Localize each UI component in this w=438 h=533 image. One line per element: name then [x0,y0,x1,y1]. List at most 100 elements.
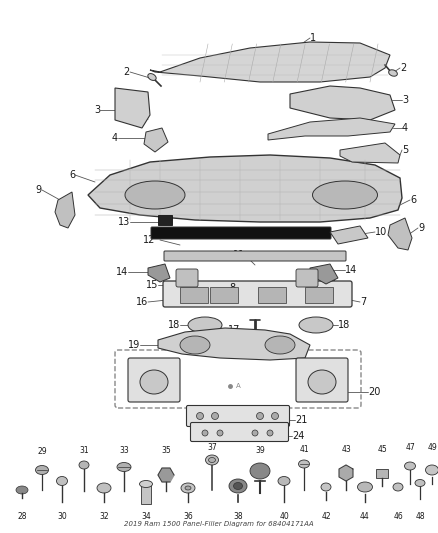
Ellipse shape [357,482,372,492]
Ellipse shape [125,181,185,209]
Ellipse shape [140,370,168,394]
Ellipse shape [267,430,273,436]
Text: 1: 1 [310,33,316,43]
Ellipse shape [252,430,258,436]
Bar [376,469,388,478]
Text: 14: 14 [345,265,357,275]
Ellipse shape [217,430,223,436]
FancyBboxPatch shape [296,269,318,287]
Text: 15: 15 [325,280,337,290]
Polygon shape [388,218,412,250]
Text: 19: 19 [128,340,140,350]
FancyBboxPatch shape [296,358,348,402]
Polygon shape [150,42,390,82]
Ellipse shape [212,413,219,419]
Text: 8: 8 [229,283,235,293]
Ellipse shape [308,370,336,394]
Bar [141,484,151,504]
Text: 33: 33 [119,446,129,455]
Text: 3: 3 [402,95,408,105]
Ellipse shape [202,430,208,436]
FancyBboxPatch shape [128,358,180,402]
Ellipse shape [35,465,49,474]
Text: 18: 18 [338,320,350,330]
Bar [180,287,208,303]
Ellipse shape [272,413,279,419]
Polygon shape [148,264,170,282]
Bar [305,287,333,303]
Text: 14: 14 [116,267,128,277]
Text: 7: 7 [360,297,366,307]
Text: 15: 15 [145,280,158,290]
Ellipse shape [229,479,247,493]
Text: 11: 11 [233,250,245,260]
Ellipse shape [188,317,222,333]
FancyBboxPatch shape [176,269,198,287]
Text: 6: 6 [69,170,75,180]
Text: 2019 Ram 1500 Panel-Filler Diagram for 68404171AA: 2019 Ram 1500 Panel-Filler Diagram for 6… [124,521,314,527]
Text: 32: 32 [99,512,109,521]
Ellipse shape [312,181,378,209]
Text: 47: 47 [405,443,415,452]
Text: 46: 46 [393,512,403,521]
Polygon shape [158,468,174,482]
Bar [258,287,286,303]
Text: 12: 12 [143,235,155,245]
Text: 49: 49 [427,443,437,452]
Ellipse shape [117,463,131,472]
Ellipse shape [139,481,152,488]
Polygon shape [88,155,402,222]
Text: 31: 31 [79,446,89,455]
Text: 43: 43 [341,445,351,454]
Text: 28: 28 [17,512,27,521]
Ellipse shape [425,465,438,475]
Text: 3: 3 [94,105,100,115]
Polygon shape [144,128,168,152]
Ellipse shape [205,455,219,465]
Text: 13: 13 [118,217,130,227]
Text: 30: 30 [57,512,67,521]
Text: 40: 40 [279,512,289,521]
Ellipse shape [415,480,425,487]
Ellipse shape [148,74,156,80]
Text: 37: 37 [207,443,217,452]
Ellipse shape [180,336,210,354]
Polygon shape [55,192,75,228]
Ellipse shape [233,482,243,489]
Text: 16: 16 [136,297,148,307]
Ellipse shape [181,483,195,493]
Bar [158,215,172,225]
Text: 4: 4 [402,123,408,133]
Ellipse shape [299,317,333,333]
Text: 48: 48 [415,512,425,521]
Text: 18: 18 [168,320,180,330]
Ellipse shape [79,461,89,469]
FancyBboxPatch shape [163,281,352,307]
Ellipse shape [197,413,204,419]
Text: 4: 4 [112,133,118,143]
Text: A: A [236,383,241,389]
Text: 5: 5 [402,145,408,155]
FancyBboxPatch shape [191,423,289,441]
Ellipse shape [389,70,397,76]
Polygon shape [115,88,150,128]
Bar [210,287,238,303]
Ellipse shape [97,483,111,493]
Text: 35: 35 [161,446,171,455]
Text: 20: 20 [368,387,380,397]
Ellipse shape [265,336,295,354]
Ellipse shape [299,460,310,468]
Ellipse shape [393,483,403,491]
Text: 39: 39 [255,446,265,455]
Polygon shape [290,86,395,120]
Text: 24: 24 [292,431,304,441]
Ellipse shape [16,486,28,494]
Ellipse shape [257,413,264,419]
Ellipse shape [321,483,331,491]
FancyBboxPatch shape [164,251,346,261]
Text: 2: 2 [400,63,406,73]
Text: 42: 42 [321,512,331,521]
Polygon shape [340,143,400,163]
FancyBboxPatch shape [187,406,290,426]
Text: 6: 6 [410,195,416,205]
